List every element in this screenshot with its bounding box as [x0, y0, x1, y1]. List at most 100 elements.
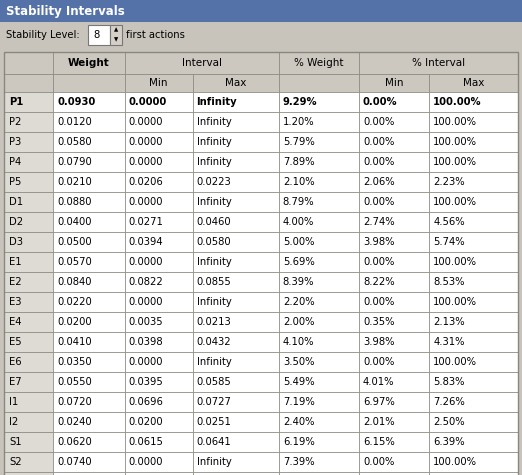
Text: I2: I2: [9, 417, 18, 427]
Text: 4.00%: 4.00%: [283, 217, 314, 227]
Text: 0.0000: 0.0000: [129, 117, 163, 127]
Text: 8.53%: 8.53%: [433, 277, 465, 287]
Text: 0.0410: 0.0410: [57, 337, 92, 347]
Bar: [4, 172, 53, 192]
Bar: [193, 332, 279, 352]
Text: P3: P3: [9, 137, 21, 147]
Bar: [279, 412, 359, 432]
Bar: [125, 92, 193, 112]
Bar: [125, 112, 193, 132]
Text: 100.00%: 100.00%: [433, 157, 477, 167]
Bar: [429, 452, 518, 472]
Bar: [429, 392, 518, 412]
Bar: [125, 332, 193, 352]
Text: Min: Min: [385, 78, 404, 88]
Bar: [53, 252, 125, 272]
Text: S1: S1: [9, 437, 21, 447]
Bar: [359, 472, 429, 475]
Text: E5: E5: [9, 337, 21, 347]
Text: 2.10%: 2.10%: [283, 177, 314, 187]
Bar: [125, 312, 193, 332]
Text: 4.56%: 4.56%: [433, 217, 465, 227]
Text: 0.0000: 0.0000: [129, 97, 167, 107]
Bar: [279, 112, 359, 132]
Text: 100.00%: 100.00%: [433, 297, 477, 307]
Text: 5.00%: 5.00%: [283, 237, 314, 247]
Text: Infinity: Infinity: [197, 97, 237, 107]
Text: Stability Level:: Stability Level:: [6, 30, 80, 40]
Text: 0.0000: 0.0000: [129, 157, 163, 167]
Bar: [279, 432, 359, 452]
Text: 6.15%: 6.15%: [363, 437, 395, 447]
Bar: [0, 22, 522, 48]
Text: 100.00%: 100.00%: [433, 457, 477, 467]
Text: 6.97%: 6.97%: [363, 397, 395, 407]
Text: 8.22%: 8.22%: [363, 277, 395, 287]
Bar: [429, 212, 518, 232]
Bar: [429, 312, 518, 332]
Text: 0.0210: 0.0210: [57, 177, 92, 187]
Text: 0.0570: 0.0570: [57, 257, 92, 267]
Text: 0.0400: 0.0400: [57, 217, 92, 227]
Text: 0.0580: 0.0580: [57, 137, 92, 147]
Text: 3.98%: 3.98%: [363, 237, 395, 247]
Text: 1.20%: 1.20%: [283, 117, 314, 127]
Text: 0.0840: 0.0840: [57, 277, 92, 287]
Bar: [4, 132, 53, 152]
Text: ▼: ▼: [114, 38, 118, 43]
Bar: [429, 272, 518, 292]
Bar: [4, 392, 53, 412]
Text: 0.0223: 0.0223: [197, 177, 231, 187]
Bar: [53, 472, 125, 475]
Text: E3: E3: [9, 297, 21, 307]
Bar: [193, 192, 279, 212]
Bar: [53, 112, 125, 132]
Bar: [429, 232, 518, 252]
Text: E2: E2: [9, 277, 21, 287]
Text: 0.0585: 0.0585: [197, 377, 231, 387]
Bar: [359, 332, 429, 352]
Bar: [53, 52, 125, 74]
Bar: [193, 172, 279, 192]
Bar: [193, 212, 279, 232]
Text: Infinity: Infinity: [197, 137, 231, 147]
Text: 0.0740: 0.0740: [57, 457, 92, 467]
Text: 5.83%: 5.83%: [433, 377, 465, 387]
Text: 5.69%: 5.69%: [283, 257, 315, 267]
Bar: [279, 52, 359, 74]
Bar: [429, 192, 518, 212]
Bar: [4, 192, 53, 212]
Text: P5: P5: [9, 177, 21, 187]
Bar: [193, 132, 279, 152]
Bar: [193, 112, 279, 132]
Bar: [0, 0, 522, 22]
Bar: [125, 212, 193, 232]
Bar: [53, 352, 125, 372]
Bar: [193, 352, 279, 372]
Text: 0.0120: 0.0120: [57, 117, 92, 127]
Text: 3.98%: 3.98%: [363, 337, 395, 347]
Bar: [429, 352, 518, 372]
Bar: [359, 252, 429, 272]
Bar: [279, 352, 359, 372]
Text: % Weight: % Weight: [294, 58, 343, 68]
Text: Max: Max: [225, 78, 246, 88]
Bar: [279, 372, 359, 392]
Bar: [4, 252, 53, 272]
Bar: [125, 232, 193, 252]
Bar: [429, 372, 518, 392]
Text: 0.0000: 0.0000: [129, 457, 163, 467]
Text: 9.29%: 9.29%: [283, 97, 317, 107]
Text: 0.0213: 0.0213: [197, 317, 231, 327]
Bar: [193, 74, 279, 92]
Text: 4.31%: 4.31%: [433, 337, 465, 347]
Text: D2: D2: [9, 217, 23, 227]
Bar: [125, 74, 193, 92]
Bar: [279, 452, 359, 472]
Text: I1: I1: [9, 397, 18, 407]
Text: 0.0855: 0.0855: [197, 277, 231, 287]
Bar: [125, 152, 193, 172]
Text: 2.50%: 2.50%: [433, 417, 465, 427]
Bar: [359, 452, 429, 472]
Bar: [53, 392, 125, 412]
